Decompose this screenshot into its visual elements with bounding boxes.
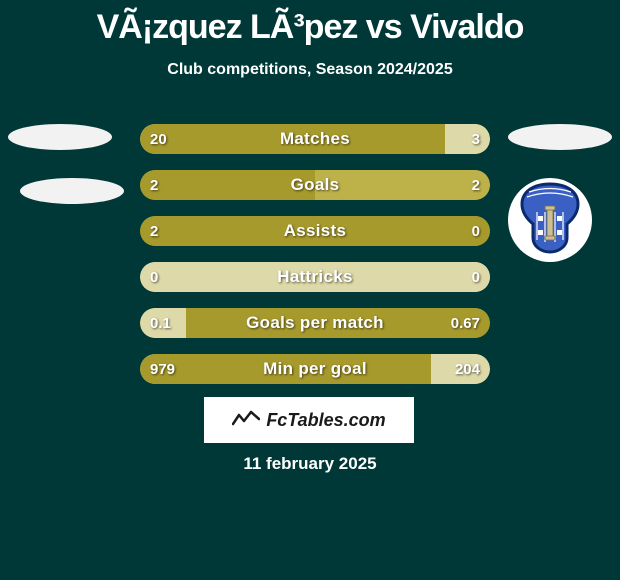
stat-label: Hattricks bbox=[140, 262, 490, 292]
stat-label: Min per goal bbox=[140, 354, 490, 384]
stat-bar: 0.10.67Goals per match bbox=[140, 308, 490, 338]
stat-label: Goals per match bbox=[140, 308, 490, 338]
shield-icon bbox=[519, 182, 581, 259]
fctables-label: FcTables.com bbox=[266, 410, 385, 431]
page-subtitle: Club competitions, Season 2024/2025 bbox=[0, 61, 620, 79]
stat-label: Assists bbox=[140, 216, 490, 246]
stat-label: Matches bbox=[140, 124, 490, 154]
stat-bar: 979204Min per goal bbox=[140, 354, 490, 384]
fctables-badge[interactable]: FcTables.com bbox=[204, 397, 414, 443]
stat-label: Goals bbox=[140, 170, 490, 200]
page-title: VÃ¡zquez LÃ³pez vs Vivaldo bbox=[0, 0, 620, 47]
player-left-photo-top bbox=[8, 124, 112, 150]
comparison-infographic: VÃ¡zquez LÃ³pez vs Vivaldo Club competit… bbox=[0, 0, 620, 580]
club-logo-right bbox=[508, 178, 592, 262]
stat-bar: 00Hattricks bbox=[140, 262, 490, 292]
chart-zigzag-icon bbox=[232, 409, 260, 432]
stats-bars: 203Matches 22Goals 20Assists 00Hattricks 0.1… bbox=[140, 124, 490, 400]
player-right-photo-top bbox=[508, 124, 612, 150]
stat-bar: 22Goals bbox=[140, 170, 490, 200]
infographic-date: 11 february 2025 bbox=[0, 454, 620, 474]
player-left-photo-mid bbox=[20, 178, 124, 204]
stat-bar: 20Assists bbox=[140, 216, 490, 246]
stat-bar: 203Matches bbox=[140, 124, 490, 154]
